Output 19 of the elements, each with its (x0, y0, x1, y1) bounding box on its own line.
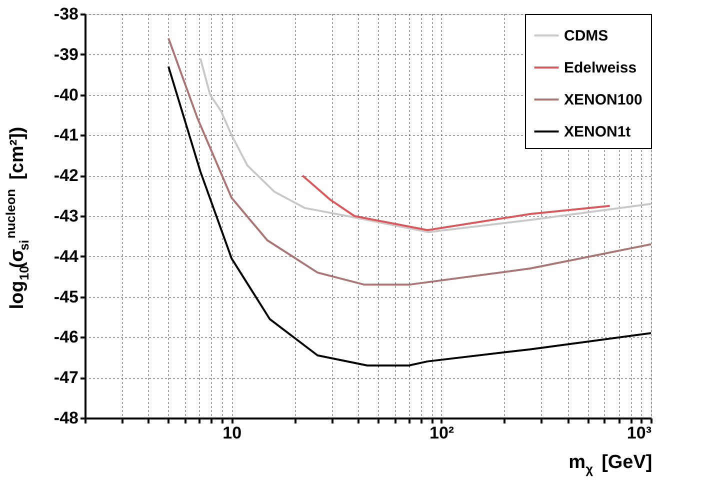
legend-label: CDMS (564, 28, 608, 44)
y-tick-label: -38 (54, 4, 78, 24)
y-tick-label: -44 (54, 246, 80, 266)
y-tick-label: -46 (54, 328, 78, 347)
x-tick-label: 10 (222, 424, 242, 442)
y-tick-label: -45 (54, 287, 78, 306)
x-tick-label: 10² (430, 424, 454, 442)
y-tick-label: -40 (54, 85, 78, 104)
legend-label: XENON1t (564, 124, 631, 140)
x-tick-label: 10³ (626, 424, 652, 442)
y-tick-label: -41 (54, 126, 78, 145)
y-tick-label: -48 (54, 408, 78, 428)
y-tick-label: -39 (54, 44, 78, 64)
legend-label: XENON100 (564, 92, 642, 108)
y-tick-label: -42 (54, 166, 78, 186)
y-tick-label: -47 (54, 368, 78, 388)
y-tick-label: -43 (54, 206, 78, 226)
y-axis-title: log10(σsinucleon [cm²]) (3, 126, 32, 310)
legend-label: Edelweiss (564, 60, 637, 76)
